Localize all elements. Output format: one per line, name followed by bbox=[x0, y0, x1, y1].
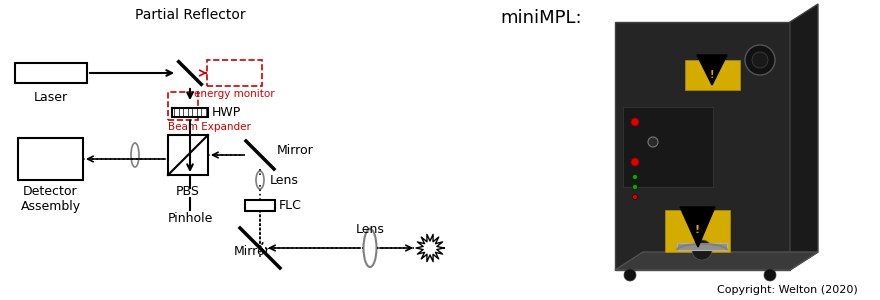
Text: Partial Reflector: Partial Reflector bbox=[135, 8, 246, 22]
Text: miniMPL:: miniMPL: bbox=[500, 9, 582, 27]
Text: !: ! bbox=[694, 225, 700, 235]
Text: FLC: FLC bbox=[279, 199, 302, 212]
Text: HWP: HWP bbox=[212, 106, 241, 118]
Text: Detector
Assembly: Detector Assembly bbox=[20, 185, 81, 213]
Bar bbox=[677, 243, 727, 250]
Bar bbox=[615, 22, 790, 270]
Text: Copyright: Welton (2020): Copyright: Welton (2020) bbox=[717, 285, 858, 295]
Bar bbox=[172, 107, 208, 116]
Text: Pinhole: Pinhole bbox=[167, 212, 213, 225]
Circle shape bbox=[631, 158, 639, 166]
Text: Laser: Laser bbox=[34, 91, 68, 104]
Circle shape bbox=[692, 240, 712, 260]
Bar bbox=[168, 92, 198, 120]
Text: Beam Expander: Beam Expander bbox=[168, 122, 251, 132]
Text: !: ! bbox=[710, 70, 715, 80]
Bar bbox=[665, 210, 730, 252]
Bar bbox=[623, 107, 713, 187]
Polygon shape bbox=[680, 207, 715, 247]
Bar bbox=[207, 60, 262, 86]
Circle shape bbox=[633, 175, 637, 179]
Text: Lens: Lens bbox=[270, 173, 299, 187]
Circle shape bbox=[764, 269, 776, 281]
Text: Lens: Lens bbox=[356, 223, 385, 236]
Bar bbox=[245, 200, 275, 211]
Polygon shape bbox=[615, 252, 818, 270]
Circle shape bbox=[633, 184, 637, 190]
Text: PBS: PBS bbox=[176, 185, 200, 198]
Bar bbox=[168, 135, 208, 175]
Circle shape bbox=[624, 269, 636, 281]
Circle shape bbox=[752, 52, 768, 68]
Bar bbox=[685, 60, 740, 90]
Circle shape bbox=[631, 118, 639, 126]
Text: energy monitor: energy monitor bbox=[194, 89, 275, 99]
Circle shape bbox=[648, 137, 658, 147]
Circle shape bbox=[633, 194, 637, 200]
Polygon shape bbox=[790, 4, 818, 270]
Text: Mirror: Mirror bbox=[233, 245, 270, 258]
Bar bbox=[15, 63, 87, 83]
Text: Mirror: Mirror bbox=[277, 145, 314, 158]
Bar bbox=[18, 138, 83, 180]
Polygon shape bbox=[697, 55, 727, 85]
Circle shape bbox=[745, 45, 775, 75]
